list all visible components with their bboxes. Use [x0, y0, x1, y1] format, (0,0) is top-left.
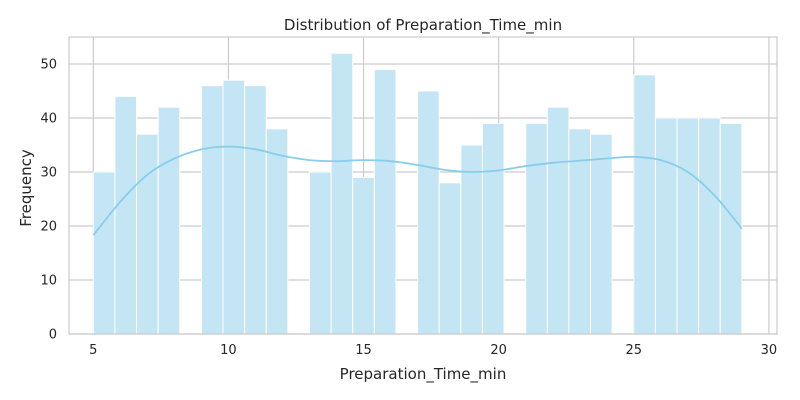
y-tick-label: 20	[40, 220, 57, 235]
histogram-bar	[373, 68, 397, 335]
histogram-bar	[481, 122, 505, 335]
histogram-bar	[309, 171, 332, 335]
histogram-bar	[157, 106, 181, 335]
chart-title: Distribution of Preparation_Time_min	[284, 16, 562, 35]
y-tick-labels: 0 10 20 30 40 50	[40, 58, 57, 343]
axes-frame	[68, 36, 778, 335]
kde-curve	[92, 145, 743, 236]
histogram-bar	[330, 52, 354, 335]
histogram-bar	[265, 128, 289, 335]
x-tick-labels: 5 10 15 20 25 30	[89, 343, 777, 358]
histogram-bar	[698, 117, 721, 335]
x-tick-label: 20	[490, 343, 507, 358]
histogram-bar	[590, 133, 613, 335]
x-tick-label: 30	[761, 343, 778, 358]
histogram-bar	[633, 74, 656, 335]
histogram-bar	[136, 133, 159, 335]
x-axis-label: Preparation_Time_min	[340, 365, 507, 384]
histogram-bar	[92, 171, 116, 335]
histogram-bar	[417, 90, 440, 335]
y-tick-label: 30	[40, 166, 57, 181]
histogram-bar	[222, 79, 246, 335]
histogram-bar	[719, 122, 743, 335]
y-tick-label: 0	[49, 328, 57, 343]
histogram-bar	[352, 176, 375, 335]
x-tick-label: 15	[355, 343, 372, 358]
histogram-bar	[676, 117, 700, 335]
histogram-bars	[92, 52, 743, 335]
histogram-bar	[244, 85, 267, 335]
histogram-bar	[200, 85, 224, 335]
histogram-bar	[654, 117, 678, 335]
kde-curve-layer	[92, 145, 743, 236]
y-tick-label: 10	[40, 274, 57, 289]
y-axis-label: Frequency	[17, 149, 35, 227]
x-tick-label: 5	[89, 343, 97, 358]
histogram-bar	[546, 106, 570, 335]
histogram-bar	[460, 144, 483, 335]
x-tick-label: 10	[220, 343, 237, 358]
histogram-bar	[525, 122, 548, 335]
y-tick-label: 40	[40, 112, 57, 127]
histogram-bar	[438, 182, 462, 335]
histogram-bar	[114, 95, 138, 335]
x-tick-label: 25	[626, 343, 643, 358]
y-tick-label: 50	[40, 58, 57, 73]
